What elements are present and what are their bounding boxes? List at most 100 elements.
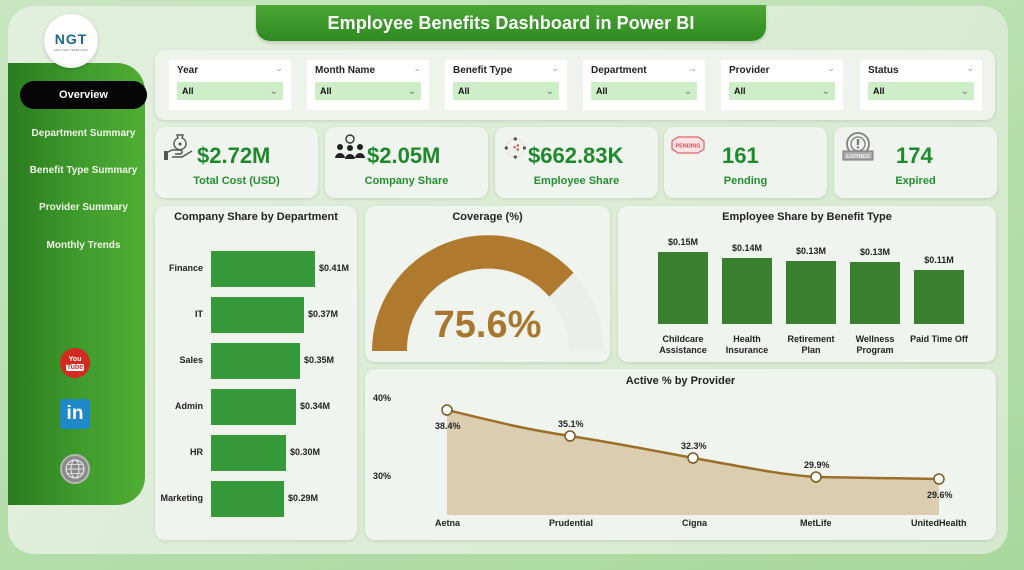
filter-status[interactable]: Status ⌄ All ⌄: [860, 60, 982, 110]
column-bar[interactable]: [722, 258, 772, 324]
chevron-down-icon[interactable]: ⌄: [966, 63, 974, 73]
chart-title: Employee Share by Benefit Type: [722, 211, 892, 223]
chevron-down-icon[interactable]: ⌄: [551, 63, 559, 73]
chevron-down-icon: ⌄: [269, 85, 278, 97]
linkedin-text: in: [66, 403, 84, 424]
column-value: $0.13M: [859, 247, 891, 257]
data-point: [810, 471, 822, 483]
filter-label: Benefit Type: [453, 65, 513, 76]
filter-label: Month Name: [315, 65, 375, 76]
bar[interactable]: [211, 481, 284, 517]
chevron-down-icon: ⌄: [683, 85, 692, 97]
bar-category: IT: [195, 309, 203, 319]
hbar-plot: Finance $0.41M IT $0.37M Sales $0.35M Ad…: [155, 251, 357, 531]
bar-row[interactable]: Marketing $0.29M: [155, 481, 357, 517]
filter-department[interactable]: Department ⌄ All ⌄: [583, 60, 705, 110]
money-hand-icon: [164, 134, 193, 160]
pending-stamp-icon: PENDING: [671, 136, 705, 154]
data-label: 38.4%: [435, 421, 461, 431]
bar[interactable]: [211, 297, 304, 333]
column-value: $0.14M: [731, 243, 763, 253]
filter-panel: Year ⌄ All ⌄ Month Name ⌄ All ⌄ Benefit Ty…: [155, 50, 995, 120]
sidebar-item-benefit-type-summary[interactable]: Benefit Type Summary: [20, 156, 147, 184]
bar-value: $0.30M: [290, 447, 321, 457]
bar-row[interactable]: Sales $0.35M: [155, 343, 357, 379]
chart-company-share-by-department: Company Share by Department Finance $0.4…: [155, 206, 357, 540]
kpi-expired: EXPIRED 174 Expired: [834, 127, 997, 198]
column-value: $0.13M: [795, 246, 827, 256]
column-bar[interactable]: [914, 270, 964, 324]
svg-text:PENDING: PENDING: [675, 144, 700, 150]
chevron-down-icon[interactable]: ⌄: [827, 63, 835, 73]
bar-category: Marketing: [160, 493, 203, 503]
bar[interactable]: [211, 435, 286, 471]
kpi-label: Employee Share: [533, 175, 620, 187]
youtube-text: Tube: [65, 363, 85, 371]
bar-row[interactable]: HR $0.30M: [155, 435, 357, 471]
column-category: Health Insurance: [725, 334, 769, 355]
kpi-value: 161: [722, 143, 759, 168]
sidebar-item-department-summary[interactable]: Department Summary: [20, 119, 147, 147]
chart-title: Coverage (%): [452, 211, 523, 223]
filter-month-dropdown[interactable]: All ⌄: [315, 82, 421, 100]
x-category: UnitedHealth: [911, 518, 967, 528]
network-share-icon: [504, 137, 527, 159]
bar-value: $0.41M: [319, 263, 350, 273]
bar[interactable]: [211, 389, 296, 425]
filter-label: Status: [868, 65, 899, 76]
sidebar-item-overview[interactable]: Overview: [20, 81, 147, 109]
column-bar[interactable]: [786, 261, 836, 324]
website-globe-icon[interactable]: [60, 454, 90, 484]
bar[interactable]: [211, 343, 300, 379]
youtube-icon[interactable]: You Tube: [60, 348, 90, 378]
filter-department-dropdown[interactable]: All ⌄: [591, 82, 697, 100]
column-bar[interactable]: [658, 252, 708, 324]
chevron-down-icon[interactable]: ⌄: [275, 63, 283, 73]
kpi-label: Pending: [723, 175, 768, 187]
expired-stamp-icon: EXPIRED: [842, 132, 874, 161]
filter-label: Year: [177, 65, 199, 76]
bar-category: Admin: [175, 401, 203, 411]
filter-benefit-type[interactable]: Benefit Type ⌄ All ⌄: [445, 60, 567, 110]
bar-category: Finance: [168, 263, 203, 273]
logo-text: NGT: [54, 30, 88, 47]
filter-benefit-type-dropdown[interactable]: All ⌄: [453, 82, 559, 100]
data-label: 29.9%: [804, 460, 830, 470]
chevron-down-icon[interactable]: ⌄: [413, 63, 421, 73]
filter-status-dropdown[interactable]: All ⌄: [868, 82, 974, 100]
chevron-down-icon: ⌄: [960, 85, 969, 97]
linkedin-icon[interactable]: in: [60, 399, 90, 429]
bar-value: $0.37M: [308, 309, 339, 319]
data-point: [564, 430, 576, 442]
filter-year-dropdown[interactable]: All ⌄: [177, 82, 283, 100]
column-category: Childcare Assistance: [659, 334, 707, 355]
filter-value: All: [458, 86, 470, 96]
sidebar-item-monthly-trends[interactable]: Monthly Trends: [20, 231, 147, 259]
sidebar-item-label: Benefit Type Summary: [29, 164, 138, 176]
filter-provider-dropdown[interactable]: All ⌄: [729, 82, 835, 100]
chart-employee-share-by-benefit-type: Employee Share by Benefit Type $0.15M $0…: [618, 206, 996, 362]
filter-provider[interactable]: Provider ⌄ All ⌄: [721, 60, 843, 110]
chart-title: Company Share by Department: [174, 211, 338, 223]
group-share-icon: [335, 134, 365, 159]
kpi-company-share: $2.05M Company Share: [325, 127, 488, 198]
gauge-arc: [372, 235, 604, 351]
kpi-value: $662.83K: [528, 143, 624, 168]
bar-row[interactable]: Finance $0.41M: [155, 251, 357, 287]
bar[interactable]: [211, 251, 315, 287]
kpi-value: $2.05M: [367, 143, 441, 168]
filter-value: All: [182, 86, 194, 96]
chevron-down-icon: ⌄: [821, 85, 830, 97]
filter-label: Department: [591, 65, 647, 76]
sidebar-item-provider-summary[interactable]: Provider Summary: [20, 193, 147, 221]
page-title: Employee Benefits Dashboard in Power BI: [327, 12, 695, 33]
bar-row[interactable]: IT $0.37M: [155, 297, 357, 333]
bar-row[interactable]: Admin $0.34M: [155, 389, 357, 425]
column-bar[interactable]: [850, 262, 900, 324]
filter-value: All: [873, 86, 885, 96]
x-category: MetLife: [800, 518, 832, 528]
sidebar-item-label: Overview: [59, 89, 108, 101]
filter-month-name[interactable]: Month Name ⌄ All ⌄: [307, 60, 429, 110]
chevron-down-icon[interactable]: ⌄: [689, 63, 697, 73]
filter-year[interactable]: Year ⌄ All ⌄: [169, 60, 291, 110]
